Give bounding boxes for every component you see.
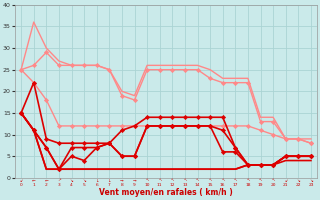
X-axis label: Vent moyen/en rafales ( km/h ): Vent moyen/en rafales ( km/h ) — [99, 188, 233, 197]
